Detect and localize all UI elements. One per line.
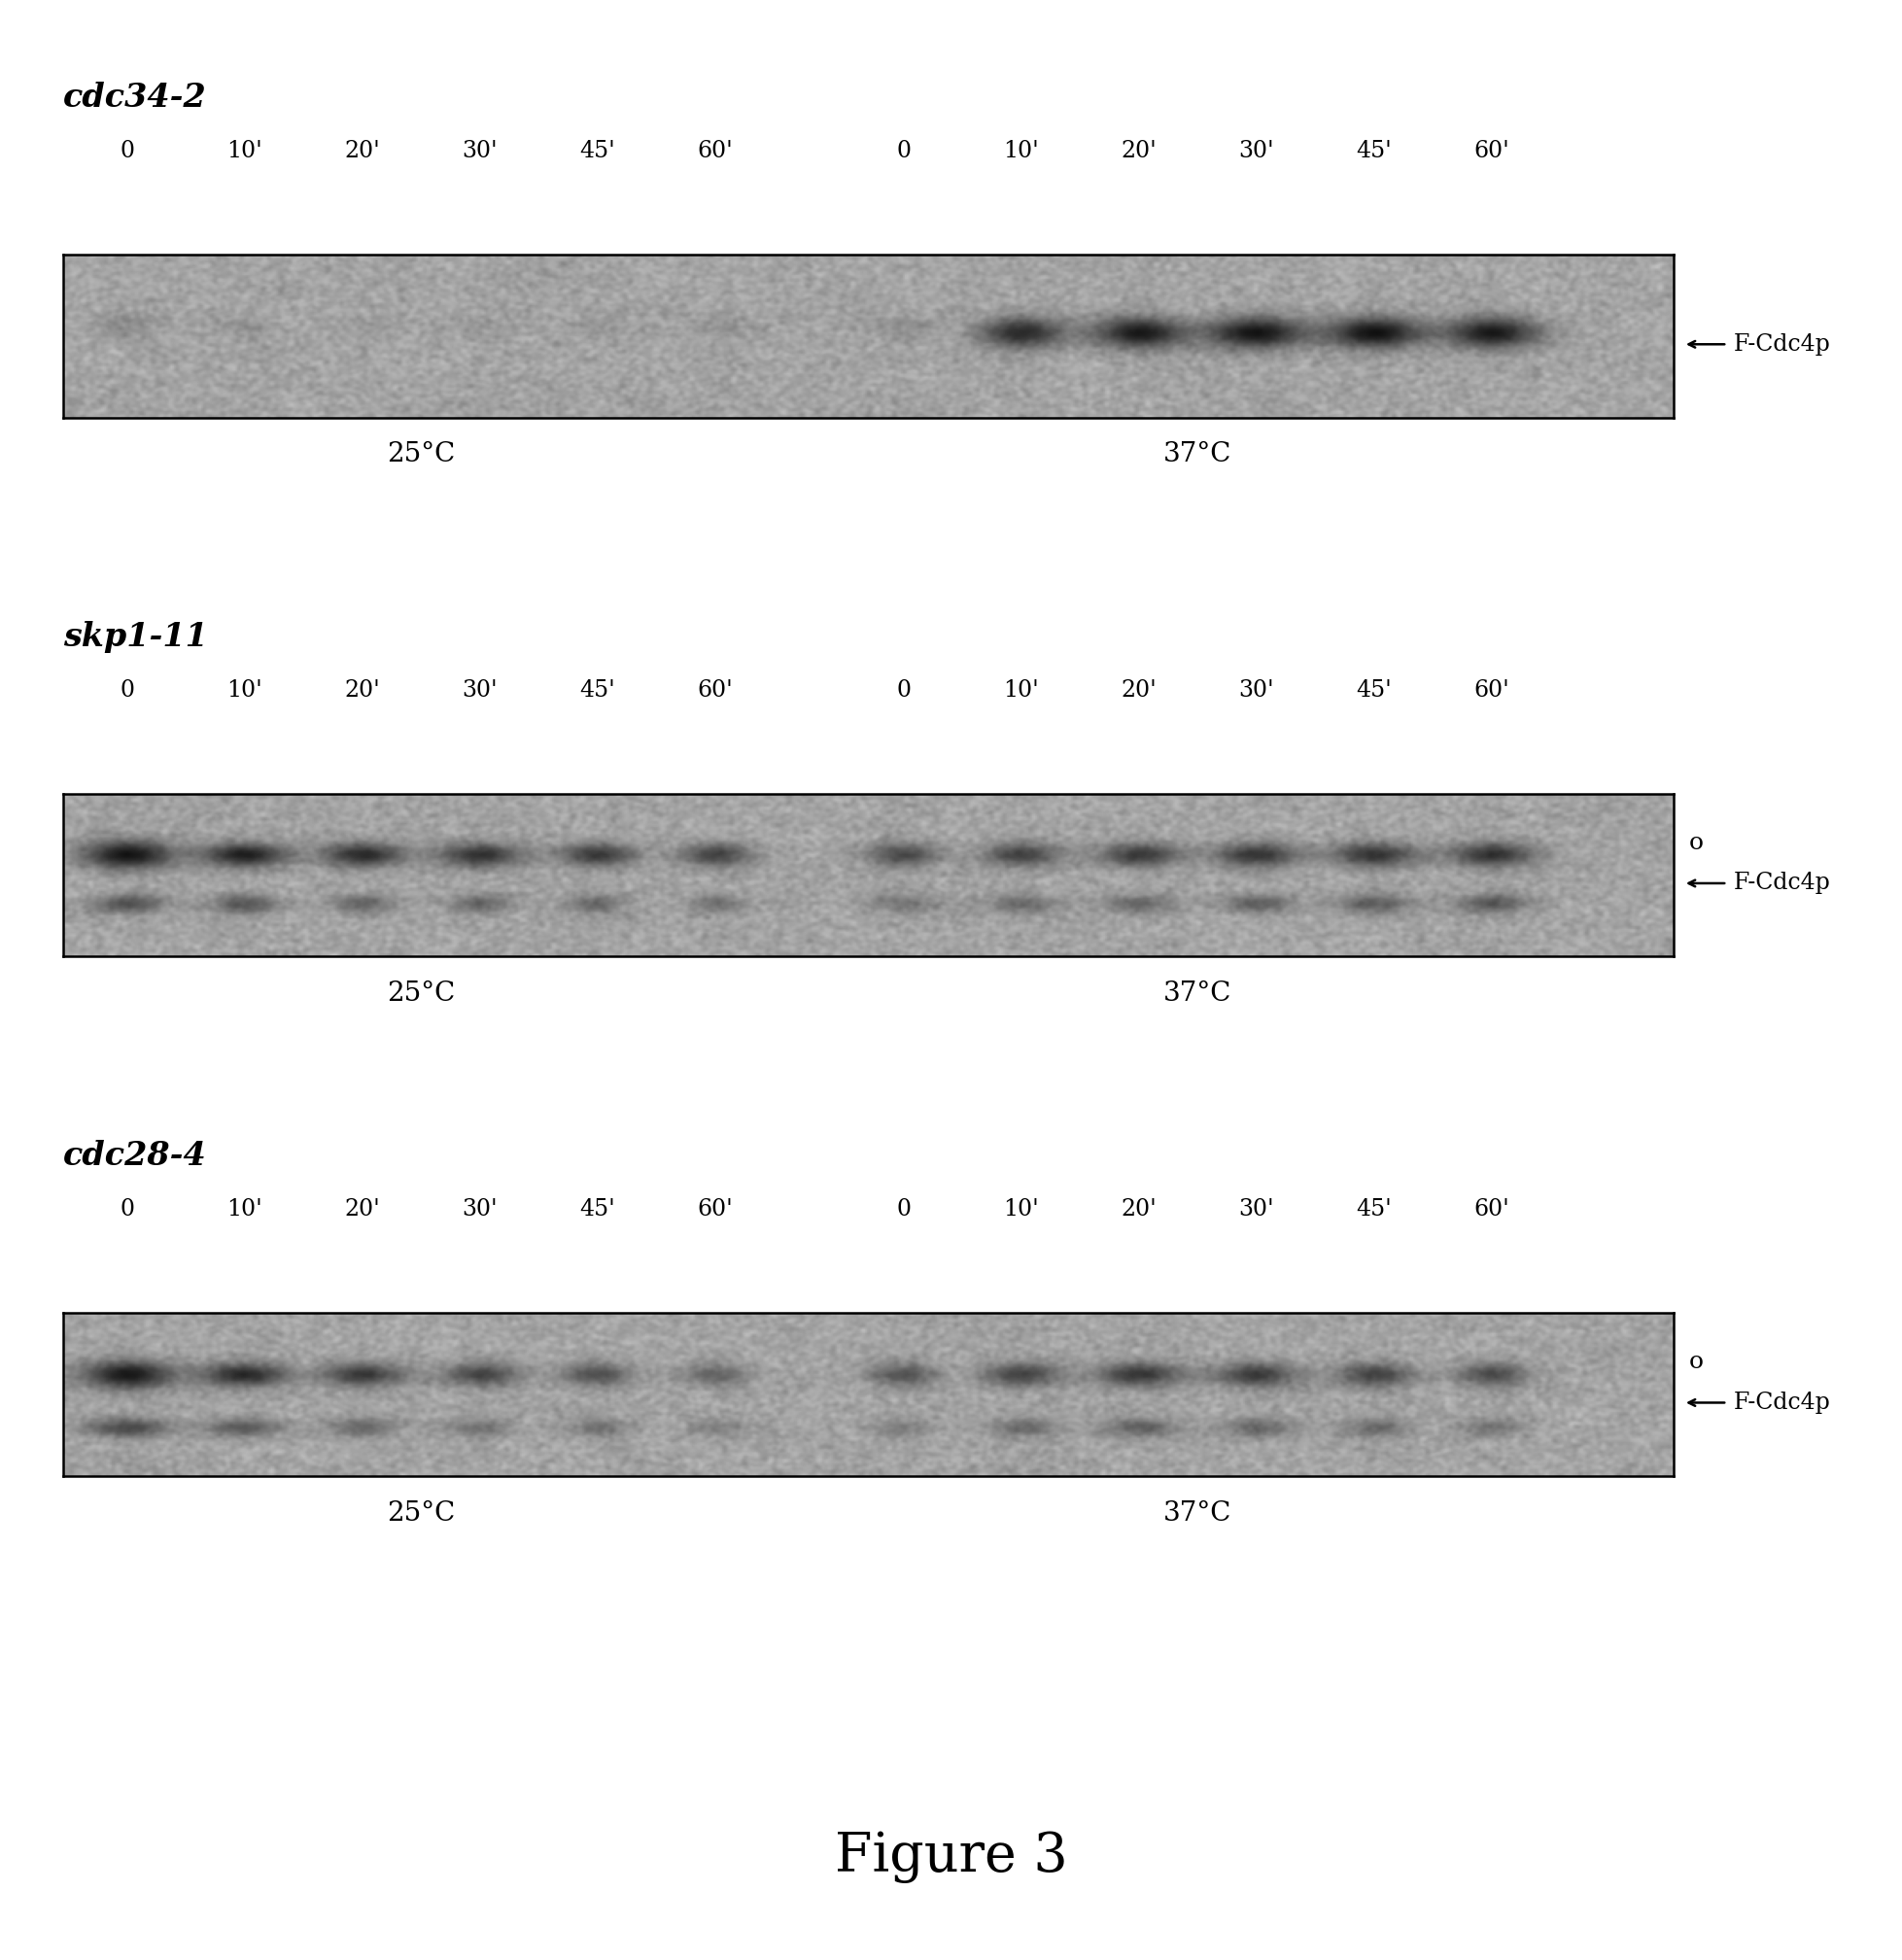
Text: 60': 60' bbox=[1474, 1198, 1510, 1221]
Text: 45': 45' bbox=[580, 1198, 616, 1221]
Text: 10': 10' bbox=[1004, 678, 1038, 702]
Text: 20': 20' bbox=[344, 139, 380, 163]
Text: F-Cdc4p: F-Cdc4p bbox=[1733, 333, 1830, 355]
Text: F-Cdc4p: F-Cdc4p bbox=[1733, 872, 1830, 894]
Text: 10': 10' bbox=[226, 1198, 262, 1221]
Text: 25°C: 25°C bbox=[388, 1499, 455, 1527]
Text: 10': 10' bbox=[1004, 1198, 1038, 1221]
Text: 30': 30' bbox=[1238, 678, 1274, 702]
Text: 20': 20' bbox=[1120, 139, 1156, 163]
Text: 0: 0 bbox=[120, 139, 135, 163]
Text: 20': 20' bbox=[1120, 1198, 1156, 1221]
Text: 20': 20' bbox=[344, 1198, 380, 1221]
Text: 0: 0 bbox=[896, 139, 911, 163]
Text: cdc34-2: cdc34-2 bbox=[63, 82, 205, 114]
Text: 45': 45' bbox=[1356, 139, 1392, 163]
Text: cdc28-4: cdc28-4 bbox=[63, 1141, 205, 1172]
Text: 60': 60' bbox=[1474, 678, 1510, 702]
Text: 25°C: 25°C bbox=[388, 441, 455, 468]
Text: o: o bbox=[1689, 1350, 1704, 1374]
Text: 10': 10' bbox=[226, 139, 262, 163]
Text: 37°C: 37°C bbox=[1164, 1499, 1232, 1527]
Text: Figure 3: Figure 3 bbox=[835, 1831, 1067, 1884]
Text: 37°C: 37°C bbox=[1164, 980, 1232, 1007]
Text: 30': 30' bbox=[1238, 139, 1274, 163]
Text: 30': 30' bbox=[462, 1198, 498, 1221]
Text: 60': 60' bbox=[1474, 139, 1510, 163]
Text: 20': 20' bbox=[1120, 678, 1156, 702]
Text: 0: 0 bbox=[120, 678, 135, 702]
Text: 30': 30' bbox=[1238, 1198, 1274, 1221]
Text: 45': 45' bbox=[1356, 678, 1392, 702]
Text: 37°C: 37°C bbox=[1164, 441, 1232, 468]
Text: 20': 20' bbox=[344, 678, 380, 702]
Text: F-Cdc4p: F-Cdc4p bbox=[1733, 1392, 1830, 1413]
Text: skp1-11: skp1-11 bbox=[63, 621, 207, 653]
Text: 45': 45' bbox=[1356, 1198, 1392, 1221]
Text: 30': 30' bbox=[462, 139, 498, 163]
Text: 60': 60' bbox=[698, 139, 732, 163]
Text: 0: 0 bbox=[120, 1198, 135, 1221]
Text: 10': 10' bbox=[1004, 139, 1038, 163]
Text: 0: 0 bbox=[896, 678, 911, 702]
Text: 60': 60' bbox=[698, 1198, 732, 1221]
Text: 30': 30' bbox=[462, 678, 498, 702]
Text: 45': 45' bbox=[580, 139, 616, 163]
Text: o: o bbox=[1689, 831, 1704, 855]
Text: 10': 10' bbox=[226, 678, 262, 702]
Text: 25°C: 25°C bbox=[388, 980, 455, 1007]
Text: 45': 45' bbox=[580, 678, 616, 702]
Text: 0: 0 bbox=[896, 1198, 911, 1221]
Text: 60': 60' bbox=[698, 678, 732, 702]
